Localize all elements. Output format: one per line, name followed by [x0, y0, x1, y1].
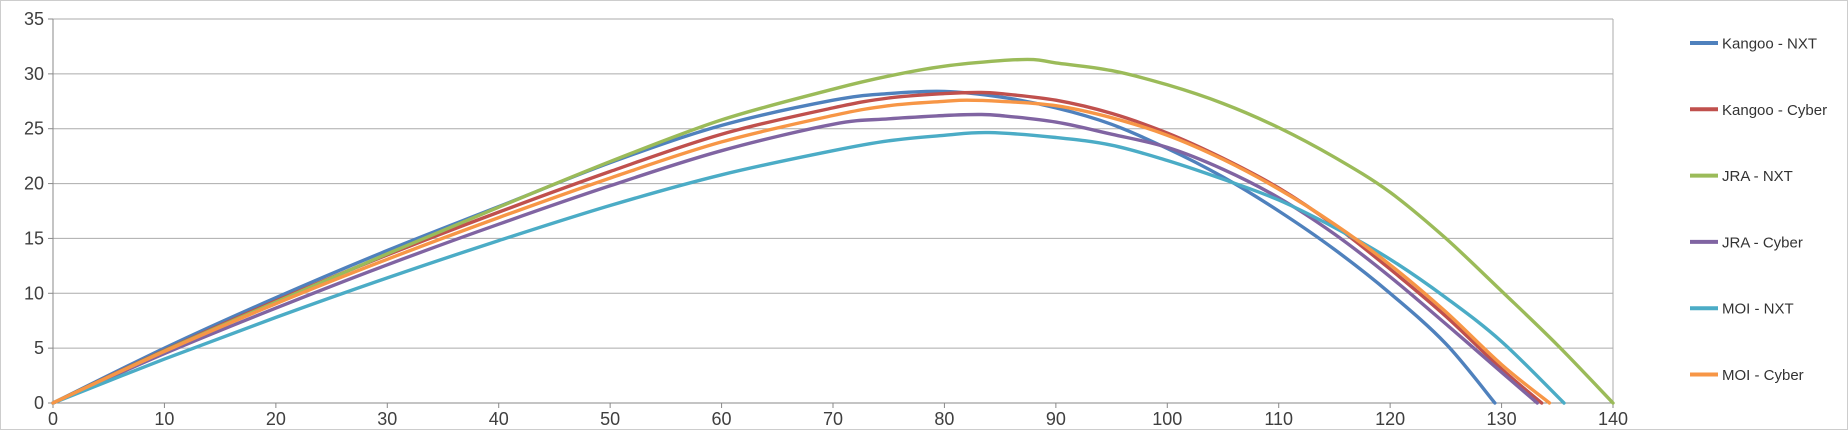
x-tick-label-100: 100	[1152, 409, 1182, 429]
x-tick-label-90: 90	[1046, 409, 1066, 429]
legend-label: MOI - Cyber	[1722, 367, 1804, 384]
legend-item-moi-cyber[interactable]: MOI - Cyber	[1690, 367, 1804, 384]
x-tick-label-110: 110	[1264, 409, 1293, 429]
y-tick-label-35: 35	[24, 9, 44, 29]
legend-item-moi-nxt[interactable]: MOI - NXT	[1690, 301, 1794, 318]
legend-item-kangoo-nxt[interactable]: Kangoo - NXT	[1690, 36, 1817, 53]
legend-label: MOI - NXT	[1722, 301, 1794, 318]
y-tick-label-0: 0	[34, 393, 44, 413]
legend-label: Kangoo - NXT	[1722, 36, 1817, 53]
series-line-moi-cyber	[51, 98, 1552, 405]
legend-item-jra-cyber[interactable]: JRA - Cyber	[1690, 234, 1803, 251]
legend-label: Kangoo - Cyber	[1722, 102, 1827, 119]
x-tick-label-10: 10	[154, 409, 174, 429]
y-tick-label-10: 10	[24, 283, 44, 303]
series-line-kangoo-cyber	[51, 90, 1544, 405]
legend-label: JRA - Cyber	[1722, 234, 1803, 251]
y-tick-label-25: 25	[24, 119, 44, 139]
series-line-kangoo-nxt	[51, 89, 1497, 405]
x-tick-label-120: 120	[1375, 409, 1405, 429]
x-tick-label-40: 40	[489, 409, 509, 429]
legend-label: JRA - NXT	[1722, 168, 1793, 185]
series-line-moi-nxt	[51, 130, 1566, 405]
x-tick-label-0: 0	[48, 409, 58, 429]
x-tick-label-70: 70	[823, 409, 843, 429]
series-line-jra-nxt	[51, 57, 1615, 405]
x-tick-label-140: 140	[1598, 409, 1628, 429]
x-tick-label-20: 20	[266, 409, 286, 429]
legend-item-jra-nxt[interactable]: JRA - NXT	[1690, 168, 1793, 185]
x-tick-label-80: 80	[934, 409, 954, 429]
legend-item-kangoo-cyber[interactable]: Kangoo - Cyber	[1690, 102, 1827, 119]
x-tick-label-50: 50	[600, 409, 620, 429]
x-tick-label-60: 60	[712, 409, 732, 429]
y-tick-label-20: 20	[24, 174, 44, 194]
y-tick-label-15: 15	[24, 228, 44, 248]
x-tick-label-130: 130	[1487, 409, 1517, 429]
y-tick-label-30: 30	[24, 64, 44, 84]
x-tick-label-30: 30	[377, 409, 397, 429]
y-tick-label-5: 5	[34, 338, 44, 358]
series-line-jra-cyber	[51, 112, 1539, 405]
